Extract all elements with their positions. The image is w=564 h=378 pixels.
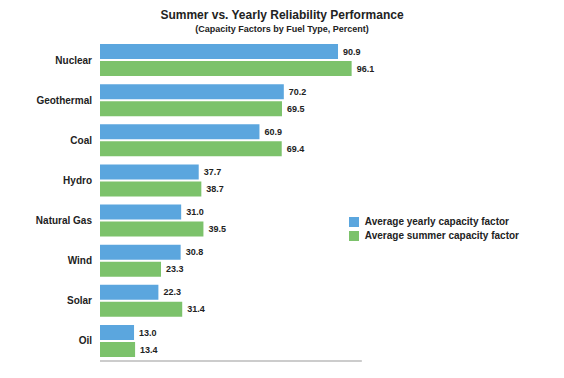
svg-text:Nuclear: Nuclear <box>55 55 92 66</box>
svg-text:Wind: Wind <box>68 255 92 266</box>
svg-text:Natural Gas: Natural Gas <box>36 215 93 226</box>
svg-text:13.0: 13.0 <box>139 328 157 338</box>
svg-text:Geothermal: Geothermal <box>36 95 92 106</box>
svg-text:39.5: 39.5 <box>208 224 226 234</box>
svg-text:31.4: 31.4 <box>187 304 205 314</box>
svg-text:Solar: Solar <box>67 295 92 306</box>
svg-text:23.3: 23.3 <box>166 264 184 274</box>
svg-text:Hydro: Hydro <box>63 175 92 186</box>
svg-text:Oil: Oil <box>79 335 93 346</box>
svg-text:38.7: 38.7 <box>206 184 224 194</box>
svg-text:Coal: Coal <box>70 135 92 146</box>
svg-text:90.9: 90.9 <box>343 47 361 57</box>
svg-text:69.5: 69.5 <box>287 104 305 114</box>
svg-text:60.9: 60.9 <box>264 127 282 137</box>
html-text:Average yearly capacity factor: Average yearly capacity factor <box>364 216 509 227</box>
svg-text:13.4: 13.4 <box>140 345 158 355</box>
html-text:Summer vs. Yearly Reliability: Summer vs. Yearly Reliability Performanc… <box>160 8 404 22</box>
svg-text:31.0: 31.0 <box>186 207 204 217</box>
html-text:Average summer capacity factor: Average summer capacity factor <box>364 230 519 241</box>
svg-text:37.7: 37.7 <box>204 167 222 177</box>
svg-text:30.8: 30.8 <box>186 247 204 257</box>
svg-text:69.4: 69.4 <box>287 144 305 154</box>
html-text:(Capacity Factors by Fuel Type: (Capacity Factors by Fuel Type, Percent) <box>195 24 369 34</box>
svg-text:70.2: 70.2 <box>289 87 307 97</box>
svg-text:22.3: 22.3 <box>163 287 181 297</box>
svg-text:96.1: 96.1 <box>357 64 375 74</box>
